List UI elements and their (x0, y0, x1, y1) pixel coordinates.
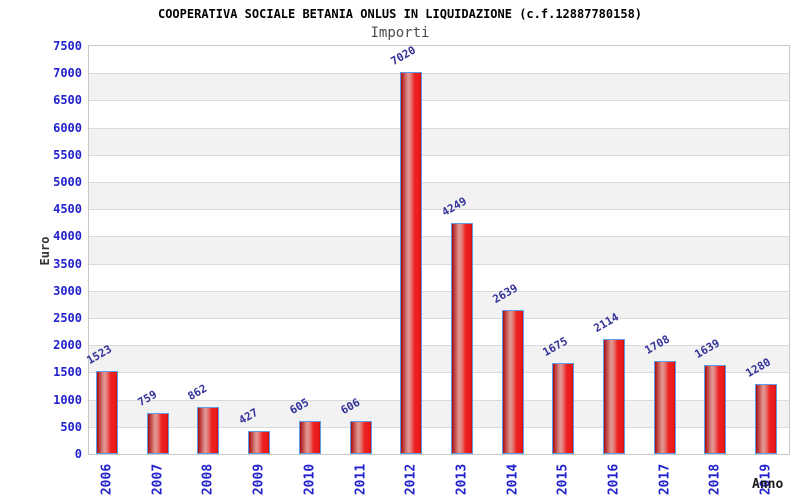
gridline (89, 399, 789, 401)
x-tick-label: 2006 (99, 463, 115, 496)
y-tick-label: 6500 (53, 93, 82, 108)
gridline (89, 290, 789, 292)
y-tick-label: 4500 (53, 202, 82, 217)
background-band (89, 209, 789, 236)
x-tick-label: 2010 (302, 463, 318, 496)
bar-2015 (552, 362, 575, 454)
bar-2008 (197, 407, 220, 454)
y-tick-label: 5500 (53, 147, 82, 162)
gridline (89, 345, 789, 347)
y-tick-label: 7000 (53, 66, 82, 81)
x-tick-label: 2013 (454, 463, 470, 496)
bar-2012 (400, 72, 423, 454)
y-tick-label: 4000 (53, 229, 82, 244)
bar-2010 (298, 421, 321, 454)
bar-2019 (755, 384, 778, 454)
x-tick-label: 2008 (200, 463, 216, 496)
y-tick-label: 5000 (53, 175, 82, 189)
gridline (89, 372, 789, 374)
gridline (89, 182, 789, 183)
chart-subtitle: Importi (370, 25, 430, 41)
background-band (89, 46, 789, 73)
background-band (89, 100, 789, 127)
y-tick-label: 2000 (53, 338, 82, 353)
bar-2018 (704, 364, 727, 454)
x-tick-label: 2016 (606, 463, 622, 496)
x-tick-label: 2009 (251, 463, 267, 496)
background-band (89, 127, 789, 155)
background-band (89, 182, 789, 210)
gridline (89, 318, 789, 319)
y-tick-label: 500 (60, 419, 82, 434)
gridline (89, 100, 789, 102)
x-tick-label: 2015 (555, 463, 571, 496)
chart-title: COOPERATIVA SOCIALE BETANIA ONLUS IN LIQ… (157, 7, 643, 21)
background-band (89, 399, 789, 427)
y-tick-label: 6000 (53, 120, 82, 135)
background-band (89, 264, 789, 291)
y-tick-label: 3500 (53, 256, 82, 271)
gridline (89, 209, 789, 211)
x-tick-label: 2018 (707, 463, 723, 496)
x-tick-label: 2011 (353, 463, 368, 496)
y-axis-title: Euro (38, 236, 52, 266)
y-tick-label: 7500 (53, 39, 82, 53)
gridline (89, 73, 789, 75)
x-tick-label: 2007 (150, 463, 166, 496)
background-band (89, 236, 789, 264)
bar-2016 (603, 338, 625, 454)
background-band (89, 155, 789, 182)
y-tick-label: 2500 (53, 311, 82, 325)
background-band (89, 345, 789, 373)
x-tick-label: 2012 (403, 463, 419, 496)
background-band (89, 73, 789, 101)
background-band (89, 290, 789, 318)
x-tick-label: 2017 (657, 463, 673, 496)
x-tick-label: 2014 (505, 463, 521, 496)
gridline (89, 236, 789, 238)
bar-2014 (501, 310, 524, 454)
x-axis-title: Anno (752, 477, 784, 492)
y-tick-label: 1500 (53, 365, 82, 380)
gridline (89, 127, 789, 129)
gridline (89, 154, 789, 156)
bar-2013 (450, 222, 473, 454)
y-tick-label: 3000 (53, 283, 82, 298)
y-tick-label: 1000 (53, 392, 82, 407)
y-tick-label: 0 (74, 447, 82, 461)
bar-2006 (96, 371, 118, 454)
bar-2009 (248, 430, 271, 454)
plot-area: 1523 759 862 427 605 606 7020 4249 2639 1675 2114 1… (85, 44, 790, 455)
gridline (89, 263, 789, 265)
bar-2017 (653, 361, 676, 454)
bar-2011 (349, 421, 372, 454)
bar-2007 (146, 412, 169, 454)
background-band (89, 427, 789, 454)
gridline (89, 426, 789, 428)
